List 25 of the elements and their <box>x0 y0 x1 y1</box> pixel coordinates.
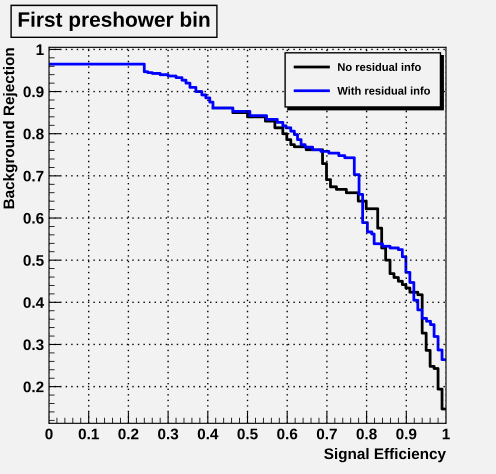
x-tick-label: 0.7 <box>316 428 337 440</box>
y-tick-label: 0.4 <box>24 297 44 308</box>
x-tick-label: 0.4 <box>198 428 218 440</box>
x-tick-label: 0.1 <box>78 428 99 440</box>
x-tick-label: 0.3 <box>158 428 178 440</box>
y-axis-title: Background Rejection <box>3 48 18 208</box>
legend-label: With residual info <box>337 86 430 95</box>
x-tick-label: 0 <box>45 428 53 440</box>
y-tick-label: 1 <box>36 44 44 55</box>
chart-title: First preshower bin <box>18 12 210 32</box>
y-tick-label: 0.7 <box>24 170 44 182</box>
x-tick-label: 1 <box>442 428 450 440</box>
x-tick-label: 0.8 <box>356 428 377 440</box>
legend-label: No residual info <box>338 62 421 72</box>
x-tick-label: 0.2 <box>118 428 138 440</box>
y-tick-label: 0.2 <box>24 381 44 392</box>
x-tick-label: 0.6 <box>277 428 298 440</box>
x-tick-label: 0.9 <box>396 428 416 440</box>
y-tick-label: 0.3 <box>24 339 44 350</box>
y-tick-label: 0.8 <box>24 128 44 140</box>
y-tick-label: 0.6 <box>24 212 44 224</box>
x-axis-title: Signal Efficiency <box>324 448 446 462</box>
y-tick-label: 0.9 <box>24 86 44 98</box>
y-tick-label: 0.5 <box>24 255 44 266</box>
x-tick-label: 0.5 <box>237 428 258 440</box>
